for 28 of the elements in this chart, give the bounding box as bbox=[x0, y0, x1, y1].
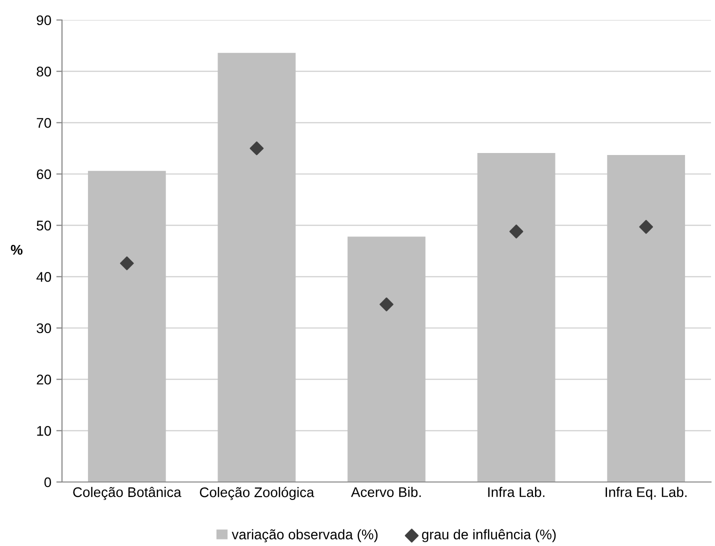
y-tick-label: 80 bbox=[36, 66, 52, 77]
y-tick-label: 70 bbox=[36, 118, 52, 128]
x-tick-label: Coleção Botânica bbox=[73, 486, 182, 500]
bar bbox=[88, 170, 166, 482]
x-tick-label: Coleção Zoológica bbox=[200, 486, 314, 500]
point bbox=[639, 220, 654, 234]
y-axis-title: % bbox=[10, 244, 22, 255]
y-tick-label: 90 bbox=[36, 15, 52, 26]
y-tick-label: 0 bbox=[44, 477, 52, 488]
x-tick-label: Infra Lab. bbox=[488, 486, 544, 498]
bar bbox=[348, 236, 426, 482]
y-tick-label: 20 bbox=[36, 374, 52, 385]
y-tick-label: 40 bbox=[36, 272, 52, 282]
legend-label: grau de influência (%) bbox=[422, 529, 556, 542]
bar bbox=[477, 152, 556, 482]
point bbox=[250, 141, 264, 156]
x-tick-label: Acervo Bib. bbox=[351, 486, 421, 498]
y-tick-label: 60 bbox=[36, 169, 52, 180]
y-tick-label: 50 bbox=[36, 220, 52, 231]
x-tick-label: Infra Eq. Lab. bbox=[606, 486, 687, 500]
y-tick-label: 30 bbox=[36, 323, 52, 334]
legend-label: variação observada (%) bbox=[232, 529, 378, 542]
point bbox=[509, 224, 524, 238]
point bbox=[120, 256, 134, 270]
bar bbox=[218, 52, 296, 482]
point bbox=[380, 297, 394, 312]
y-tick-label: 10 bbox=[37, 426, 52, 436]
bar bbox=[607, 155, 686, 482]
